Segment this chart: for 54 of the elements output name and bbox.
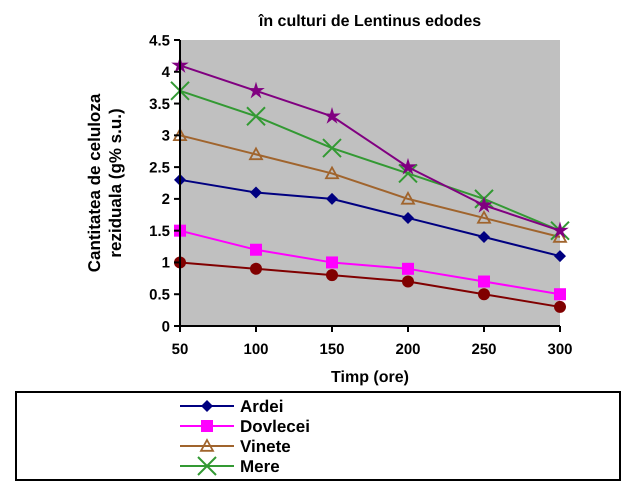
point [554,300,566,313]
point [402,276,414,288]
legend-label: Vinete [240,436,291,456]
y-tick-label: 1.5 [149,222,170,240]
point [170,80,190,101]
y-tick-label: 3.5 [149,96,170,113]
y-tick-label: 0 [162,318,170,336]
x-tick-label: 50 [172,341,188,358]
x-tick-label: 100 [243,341,269,358]
point [402,262,414,275]
point [326,269,338,282]
x-tick-label: 150 [319,341,345,358]
x-tick-label: 300 [547,341,573,358]
x-tick-label: 250 [471,341,497,358]
legend-label: Mere [240,456,280,476]
point [477,211,491,224]
point [554,250,566,262]
point [401,192,415,205]
point [550,220,570,241]
y-tick-label: 4 [162,64,171,82]
point [326,192,338,205]
y-tick-label: 1 [162,254,170,272]
point [325,166,339,180]
point [250,186,262,199]
x-axis-title: Timp (ore) [331,369,409,386]
point [173,128,187,142]
point [478,231,490,244]
point [246,106,266,126]
point [478,276,490,288]
point [250,262,262,275]
point [324,108,340,123]
y-tick-label: 4.5 [149,32,170,50]
point [554,288,566,300]
point [402,212,414,224]
x-tick-label: 200 [395,341,421,358]
legend-label: Dovlecei [240,416,310,436]
y-tick-label: 3 [162,128,170,145]
y-tick-label: 0.5 [149,286,170,304]
point [400,159,416,174]
point [250,244,262,256]
legend-label: Ardei [240,396,284,416]
point [326,256,338,268]
point [476,197,492,212]
chart-title: în culturi de Lentinus edodes [258,13,482,30]
point [249,148,263,160]
y-tick-label: 2 [162,191,170,208]
y-tick-label: 2.5 [149,159,170,176]
point [248,82,264,98]
point [322,138,342,158]
point [398,163,418,184]
point [552,222,568,238]
y-axis-title: Cantitatea de celuloza reziduala (g% s.u.) [85,93,125,272]
point [478,288,490,300]
point [474,188,494,209]
